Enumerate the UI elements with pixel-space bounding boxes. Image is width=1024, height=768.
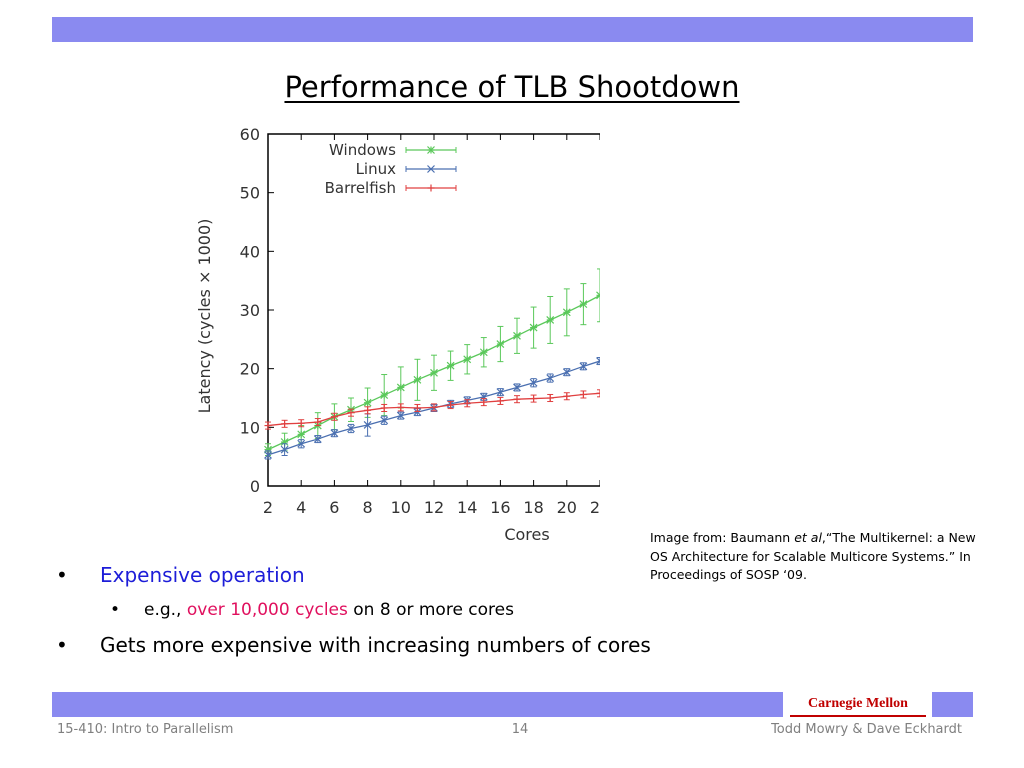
data-point-linux [396, 411, 405, 420]
legend-marker [427, 165, 435, 173]
bullet-dot: • [56, 563, 68, 587]
footer-authors: Todd Mowry & Dave Eckhardt [771, 722, 962, 737]
data-point-linux [596, 357, 600, 362]
data-point-windows [596, 291, 600, 297]
data-point-windows [579, 300, 588, 309]
data-point-windows [413, 375, 422, 384]
legend-label: Linux [356, 160, 397, 178]
data-point-windows [529, 323, 538, 332]
data-point-windows [479, 348, 488, 357]
data-point-linux [280, 445, 289, 454]
slide-title: Performance of TLB Shootdown [284, 70, 740, 104]
x-tick-label: 4 [296, 498, 306, 517]
y-tick-label: 0 [250, 477, 260, 496]
data-point-linux [264, 450, 272, 459]
data-point-linux [347, 424, 355, 433]
x-tick-label: 2 [263, 498, 273, 517]
image-citation: Image from: Baumann et al,“The Multikern… [650, 529, 980, 585]
data-point-linux [363, 421, 372, 429]
x-tick-label: 8 [363, 498, 373, 517]
footer-course: 15-410: Intro to Parallelism [57, 722, 234, 737]
y-tick-label: 20 [240, 360, 260, 379]
legend-marker [427, 146, 435, 154]
data-point-linux [513, 383, 521, 392]
data-point-linux [380, 416, 389, 425]
y-tick-label: 30 [240, 301, 260, 320]
y-tick-label: 40 [240, 242, 260, 261]
bullet-text: Gets more expensive with increasing numb… [100, 633, 651, 657]
data-point-windows [513, 331, 521, 340]
y-tick-label: 60 [240, 125, 260, 144]
sub-bullet-text: e.g., over 10,000 cycles on 8 or more co… [144, 600, 514, 620]
data-point-windows [280, 438, 289, 446]
data-point-linux [546, 374, 555, 382]
data-point-linux [579, 362, 588, 371]
sub-bullet-suffix: on 8 or more cores [347, 600, 514, 620]
data-point-windows [463, 355, 472, 364]
bullet-dot: • [56, 633, 68, 657]
sub-bullet-prefix: e.g., [144, 600, 187, 620]
y-axis-label: Latency (cycles × 1000) [195, 219, 214, 414]
data-point-windows [446, 361, 455, 370]
sub-bullet-dot: • [110, 600, 121, 620]
top-accent-bar [52, 17, 973, 42]
data-point-linux [330, 429, 339, 438]
data-point-linux [297, 439, 306, 448]
data-point-linux [562, 368, 571, 377]
data-point-windows [596, 294, 600, 300]
legend-label: Windows [329, 141, 396, 159]
x-tick-label: 12 [424, 498, 444, 517]
data-point-windows [380, 391, 389, 399]
data-point-linux [313, 435, 322, 443]
x-tick-label: 14 [457, 498, 477, 517]
data-point-linux [479, 392, 488, 401]
legend-label: Barrelfish [325, 179, 396, 197]
bottom-accent-bar [52, 692, 783, 717]
bullet-text: Expensive operation [100, 563, 305, 587]
data-point-linux [496, 388, 505, 397]
y-tick-label: 50 [240, 184, 260, 203]
x-axis-label: Cores [504, 525, 549, 544]
data-point-windows [363, 398, 372, 407]
x-tick-label: 18 [523, 498, 543, 517]
data-point-linux [529, 378, 538, 387]
x-tick-label: 6 [329, 498, 339, 517]
citation-etal: et al [794, 530, 822, 545]
latency-chart: 0102030405060246810121416182022242628303… [195, 125, 600, 544]
x-tick-label: 16 [490, 498, 510, 517]
data-point-windows [430, 368, 438, 377]
data-point-windows [546, 316, 555, 324]
bottom-accent-bar-right [932, 692, 973, 717]
carnegie-mellon-logo: Carnegie Mellon [790, 693, 926, 717]
y-tick-label: 10 [240, 418, 260, 437]
data-point-windows [297, 430, 306, 439]
citation-lead: Image from: Baumann [650, 530, 795, 545]
x-tick-label: 22 [590, 498, 600, 517]
footer-page-number: 14 [511, 722, 529, 737]
data-point-windows [396, 383, 405, 392]
data-point-linux [413, 408, 422, 417]
x-tick-label: 20 [557, 498, 577, 517]
citation-rest: ,“The Multikernel: a New OS Architecture… [650, 530, 976, 582]
x-tick-label: 10 [391, 498, 411, 517]
data-point-linux [596, 360, 600, 365]
sub-bullet-highlight: over 10,000 cycles [186, 600, 348, 620]
data-point-windows [562, 308, 571, 317]
data-point-windows [496, 340, 505, 348]
